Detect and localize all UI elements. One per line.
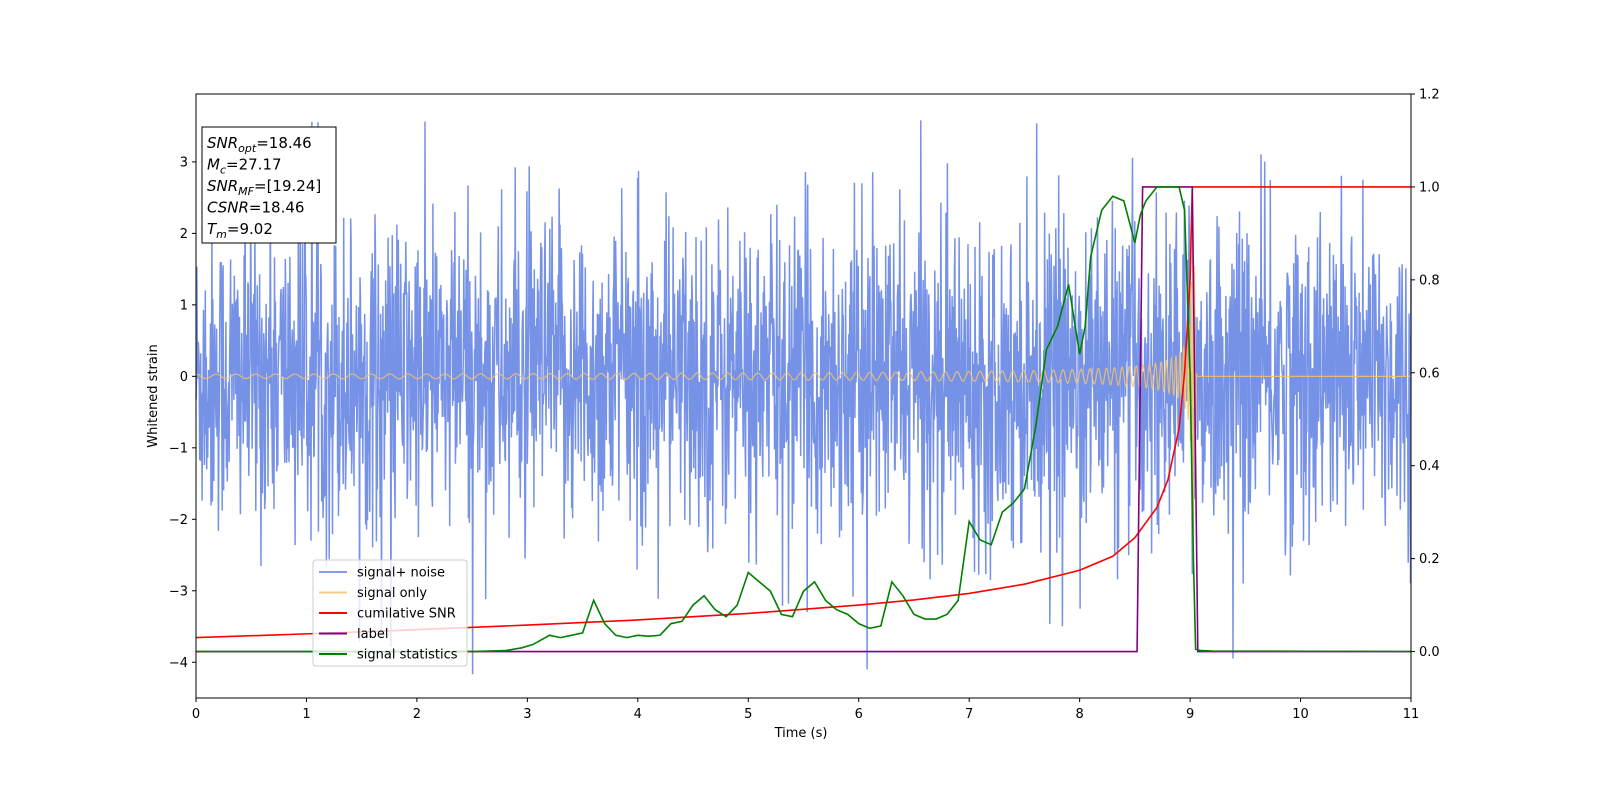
legend-label: signal only [357,586,427,601]
y-tick-label: −2 [169,513,188,528]
y-right-tick-label: 1.0 [1419,180,1440,195]
y-right-tick-label: 0.8 [1419,273,1440,288]
annotation-line: Tm=9.02 [207,220,273,241]
x-tick-label: 6 [855,707,863,722]
annotation-line: SNRMF=[19.24] [207,177,321,198]
legend: signal+ noise signal only cumilative SNR la… [312,559,468,667]
annotation-line: SNRopt=18.46 [207,134,312,155]
y-right-tick-label: 1.2 [1419,88,1440,103]
x-tick-label: 0 [192,707,200,722]
annotation-line: CSNR=18.46 [207,199,304,217]
legend-frame [312,559,468,667]
x-tick-label: 10 [1292,707,1309,722]
x-tick-label: 5 [744,707,752,722]
x-tick-label: 4 [634,707,642,722]
y-axis-label: Whitened strain [146,344,161,447]
legend-label: signal statistics [357,648,458,663]
y-tick-label: −4 [169,656,188,671]
x-tick-label: 7 [965,707,973,722]
y-right-tick-label: 0.6 [1419,366,1440,381]
series-signal-only-line [196,202,1411,543]
y-tick-label: 3 [180,155,188,170]
series-layer [195,120,1412,675]
axis-layer: 0 1 2 3 4 5 6 7 8 9 10 11 −4 −3 −2 −1 0 1 2 3 0.0 0.2 0.4 0.6 0.… [169,88,1440,723]
y-tick-label: 1 [180,298,188,313]
legend-label: label [357,627,388,642]
x-tick-label: 2 [413,707,421,722]
x-tick-label: 8 [1075,707,1083,722]
annotation-line: Mc=27.17 [207,156,282,177]
y-tick-label: −1 [169,441,188,456]
plot-frame [195,93,1412,699]
y-right-tick-label: 0.4 [1419,459,1440,474]
y-tick-label: 0 [180,370,188,385]
x-tick-label: 1 [302,707,310,722]
y-tick-label: 2 [180,227,188,242]
series-cumilative-snr-line [195,186,1411,639]
legend-label: signal+ noise [357,566,445,581]
legend-label: cumilative SNR [357,607,456,622]
y-right-tick-label: 0.0 [1419,645,1440,660]
annotation-box: SNRopt=18.46Mc=27.17SNRMF=[19.24]CSNR=18… [201,126,337,244]
series-signal-statistics-line [196,186,1412,653]
annotation-frame [201,126,337,244]
x-axis-label: Time (s) [774,726,828,741]
y-tick-label: −3 [169,584,188,599]
x-tick-label: 3 [523,707,531,722]
x-tick-label: 9 [1186,707,1194,722]
y-right-tick-label: 0.2 [1419,552,1440,567]
series-signal-noise-line [195,120,1412,675]
x-tick-label: 11 [1403,707,1420,722]
